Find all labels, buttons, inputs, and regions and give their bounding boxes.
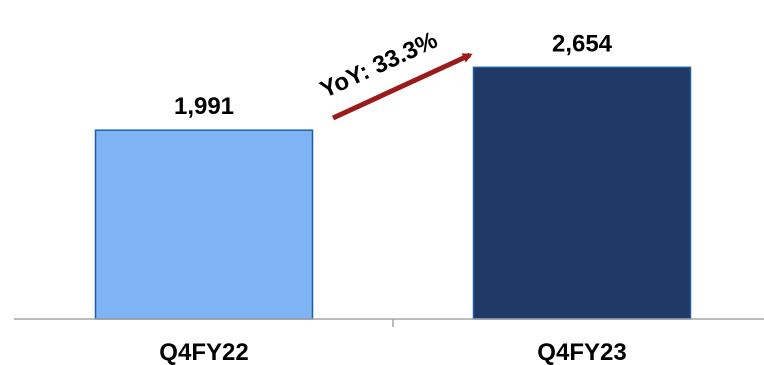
plot-area: 1,991 2,654 Q4FY22 Q4FY23 YoY: 33.3%	[14, 27, 764, 365]
category-label-q4fy22: Q4FY22	[159, 339, 248, 365]
yoy-arrow	[331, 52, 473, 121]
yoy-annotation: YoY: 33.3%	[316, 27, 473, 121]
value-label-q4fy22: 1,991	[174, 93, 234, 120]
category-labels-layer: Q4FY22 Q4FY23	[159, 339, 626, 365]
value-label-q4fy23: 2,654	[552, 30, 613, 57]
bar-q4fy22	[94, 129, 314, 320]
yoy-growth-label: YoY: 33.3%	[316, 27, 442, 104]
bar-q4fy23	[472, 66, 692, 320]
category-label-q4fy23: Q4FY23	[537, 339, 626, 365]
value-labels-layer: 1,991 2,654	[174, 30, 613, 120]
bars-layer	[94, 66, 692, 320]
